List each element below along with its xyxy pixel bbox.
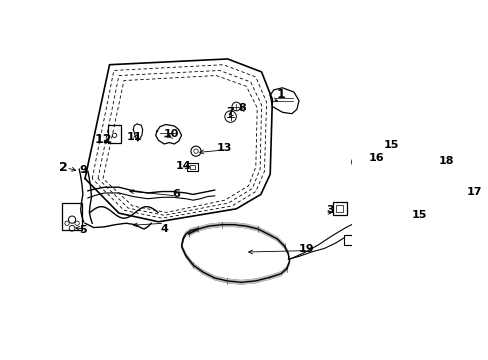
Text: 7: 7 (226, 107, 234, 117)
Bar (187, 163, 198, 171)
Bar (190, 165, 195, 169)
Bar (108, 125, 121, 143)
Text: 18: 18 (438, 156, 453, 166)
Bar (344, 235, 354, 245)
Text: 13: 13 (217, 143, 232, 153)
Text: 14: 14 (176, 161, 191, 171)
Text: 6: 6 (172, 189, 180, 199)
Text: 15: 15 (411, 210, 426, 220)
Text: 10: 10 (163, 129, 179, 139)
Text: 17: 17 (466, 186, 481, 197)
Bar (62, 203, 82, 230)
Text: 3: 3 (325, 205, 333, 215)
Text: 1: 1 (276, 89, 285, 102)
Text: 9: 9 (79, 165, 87, 175)
Text: 12: 12 (94, 133, 112, 146)
Text: 19: 19 (298, 244, 313, 254)
Bar (354, 160, 364, 167)
Bar (332, 202, 346, 215)
Text: 4: 4 (160, 224, 168, 234)
Text: 5: 5 (79, 225, 86, 235)
Text: 2: 2 (59, 161, 68, 174)
Text: 11: 11 (126, 132, 142, 142)
Text: 15: 15 (383, 140, 398, 150)
Bar (335, 205, 342, 212)
Text: 16: 16 (367, 153, 383, 163)
Text: 8: 8 (238, 103, 245, 113)
